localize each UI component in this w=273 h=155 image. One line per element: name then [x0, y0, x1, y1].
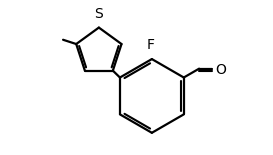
Text: S: S [94, 7, 103, 21]
Text: F: F [147, 38, 155, 52]
Text: O: O [215, 63, 226, 77]
